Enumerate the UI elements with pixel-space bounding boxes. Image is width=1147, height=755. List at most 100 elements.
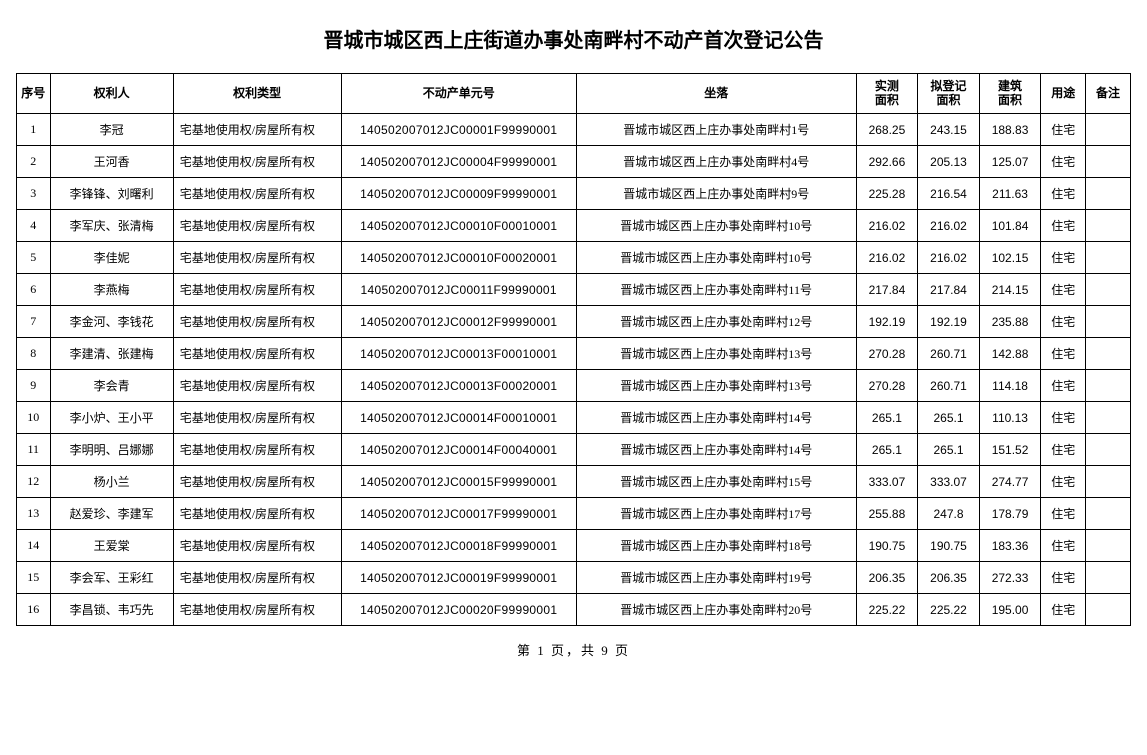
cell-rtype: 宅基地使用权/房屋所有权 bbox=[173, 274, 341, 306]
cell-note bbox=[1086, 370, 1131, 402]
cell-owner: 王爱棠 bbox=[50, 530, 173, 562]
cell-note bbox=[1086, 306, 1131, 338]
cell-rtype: 宅基地使用权/房屋所有权 bbox=[173, 338, 341, 370]
cell-owner: 李会军、王彩红 bbox=[50, 562, 173, 594]
cell-area3: 102.15 bbox=[979, 242, 1041, 274]
cell-owner: 王河香 bbox=[50, 146, 173, 178]
cell-area1: 217.84 bbox=[856, 274, 918, 306]
cell-area3: 125.07 bbox=[979, 146, 1041, 178]
cell-area2: 217.84 bbox=[918, 274, 980, 306]
cell-area1: 255.88 bbox=[856, 498, 918, 530]
cell-area2: 260.71 bbox=[918, 370, 980, 402]
cell-loc: 晋城市城区西上庄办事处南畔村15号 bbox=[576, 466, 856, 498]
col-use-header: 用途 bbox=[1041, 74, 1086, 114]
table-row: 2王河香宅基地使用权/房屋所有权140502007012JC00004F9999… bbox=[17, 146, 1131, 178]
cell-rtype: 宅基地使用权/房屋所有权 bbox=[173, 466, 341, 498]
cell-use: 住宅 bbox=[1041, 498, 1086, 530]
cell-rtype: 宅基地使用权/房屋所有权 bbox=[173, 210, 341, 242]
cell-owner: 李小炉、王小平 bbox=[50, 402, 173, 434]
cell-unit: 140502007012JC00017F99990001 bbox=[341, 498, 576, 530]
cell-area3: 274.77 bbox=[979, 466, 1041, 498]
cell-area2: 225.22 bbox=[918, 594, 980, 626]
cell-owner: 杨小兰 bbox=[50, 466, 173, 498]
page-indicator: 第 1 页，共 9 页 bbox=[16, 640, 1131, 659]
cell-area1: 206.35 bbox=[856, 562, 918, 594]
cell-note bbox=[1086, 466, 1131, 498]
cell-seq: 1 bbox=[17, 114, 51, 146]
table-row: 8李建清、张建梅宅基地使用权/房屋所有权140502007012JC00013F… bbox=[17, 338, 1131, 370]
cell-use: 住宅 bbox=[1041, 402, 1086, 434]
cell-use: 住宅 bbox=[1041, 210, 1086, 242]
cell-area2: 247.8 bbox=[918, 498, 980, 530]
cell-seq: 2 bbox=[17, 146, 51, 178]
cell-use: 住宅 bbox=[1041, 114, 1086, 146]
cell-owner: 赵爱珍、李建军 bbox=[50, 498, 173, 530]
cell-seq: 4 bbox=[17, 210, 51, 242]
cell-use: 住宅 bbox=[1041, 594, 1086, 626]
cell-loc: 晋城市城区西上庄办事处南畔村11号 bbox=[576, 274, 856, 306]
cell-area1: 292.66 bbox=[856, 146, 918, 178]
cell-use: 住宅 bbox=[1041, 338, 1086, 370]
cell-owner: 李会青 bbox=[50, 370, 173, 402]
cell-seq: 3 bbox=[17, 178, 51, 210]
cell-use: 住宅 bbox=[1041, 178, 1086, 210]
cell-seq: 10 bbox=[17, 402, 51, 434]
cell-owner: 李燕梅 bbox=[50, 274, 173, 306]
cell-note bbox=[1086, 338, 1131, 370]
cell-note bbox=[1086, 402, 1131, 434]
col-area3-header: 建筑面积 bbox=[979, 74, 1041, 114]
cell-note bbox=[1086, 594, 1131, 626]
cell-loc: 晋城市城区西上庄办事处南畔村1号 bbox=[576, 114, 856, 146]
cell-unit: 140502007012JC00001F99990001 bbox=[341, 114, 576, 146]
cell-area3: 114.18 bbox=[979, 370, 1041, 402]
col-owner-header: 权利人 bbox=[50, 74, 173, 114]
cell-loc: 晋城市城区西上庄办事处南畔村10号 bbox=[576, 242, 856, 274]
cell-loc: 晋城市城区西上庄办事处南畔村19号 bbox=[576, 562, 856, 594]
cell-rtype: 宅基地使用权/房屋所有权 bbox=[173, 434, 341, 466]
cell-rtype: 宅基地使用权/房屋所有权 bbox=[173, 402, 341, 434]
cell-unit: 140502007012JC00010F00010001 bbox=[341, 210, 576, 242]
cell-seq: 11 bbox=[17, 434, 51, 466]
cell-loc: 晋城市城区西上庄办事处南畔村14号 bbox=[576, 402, 856, 434]
cell-rtype: 宅基地使用权/房屋所有权 bbox=[173, 242, 341, 274]
cell-area3: 101.84 bbox=[979, 210, 1041, 242]
cell-seq: 12 bbox=[17, 466, 51, 498]
cell-use: 住宅 bbox=[1041, 306, 1086, 338]
cell-use: 住宅 bbox=[1041, 434, 1086, 466]
cell-area1: 216.02 bbox=[856, 210, 918, 242]
cell-area3: 235.88 bbox=[979, 306, 1041, 338]
cell-use: 住宅 bbox=[1041, 466, 1086, 498]
cell-note bbox=[1086, 498, 1131, 530]
cell-area3: 272.33 bbox=[979, 562, 1041, 594]
cell-area3: 183.36 bbox=[979, 530, 1041, 562]
cell-note bbox=[1086, 114, 1131, 146]
cell-area1: 270.28 bbox=[856, 338, 918, 370]
cell-seq: 16 bbox=[17, 594, 51, 626]
cell-area2: 260.71 bbox=[918, 338, 980, 370]
cell-unit: 140502007012JC00010F00020001 bbox=[341, 242, 576, 274]
cell-area2: 216.02 bbox=[918, 210, 980, 242]
col-area2-header: 拟登记面积 bbox=[918, 74, 980, 114]
table-row: 3李锋锋、刘曙利宅基地使用权/房屋所有权140502007012JC00009F… bbox=[17, 178, 1131, 210]
cell-area1: 225.22 bbox=[856, 594, 918, 626]
cell-seq: 6 bbox=[17, 274, 51, 306]
cell-unit: 140502007012JC00014F00040001 bbox=[341, 434, 576, 466]
cell-use: 住宅 bbox=[1041, 146, 1086, 178]
cell-area2: 333.07 bbox=[918, 466, 980, 498]
cell-loc: 晋城市城区西上庄办事处南畔村18号 bbox=[576, 530, 856, 562]
cell-rtype: 宅基地使用权/房屋所有权 bbox=[173, 146, 341, 178]
cell-unit: 140502007012JC00015F99990001 bbox=[341, 466, 576, 498]
col-rtype-header: 权利类型 bbox=[173, 74, 341, 114]
cell-area2: 265.1 bbox=[918, 434, 980, 466]
cell-use: 住宅 bbox=[1041, 242, 1086, 274]
cell-loc: 晋城市城区西上庄办事处南畔村20号 bbox=[576, 594, 856, 626]
cell-area1: 265.1 bbox=[856, 402, 918, 434]
cell-rtype: 宅基地使用权/房屋所有权 bbox=[173, 370, 341, 402]
cell-unit: 140502007012JC00014F00010001 bbox=[341, 402, 576, 434]
cell-rtype: 宅基地使用权/房屋所有权 bbox=[173, 530, 341, 562]
cell-use: 住宅 bbox=[1041, 370, 1086, 402]
col-note-header: 备注 bbox=[1086, 74, 1131, 114]
table-row: 11李明明、吕娜娜宅基地使用权/房屋所有权140502007012JC00014… bbox=[17, 434, 1131, 466]
cell-area1: 270.28 bbox=[856, 370, 918, 402]
cell-rtype: 宅基地使用权/房屋所有权 bbox=[173, 562, 341, 594]
